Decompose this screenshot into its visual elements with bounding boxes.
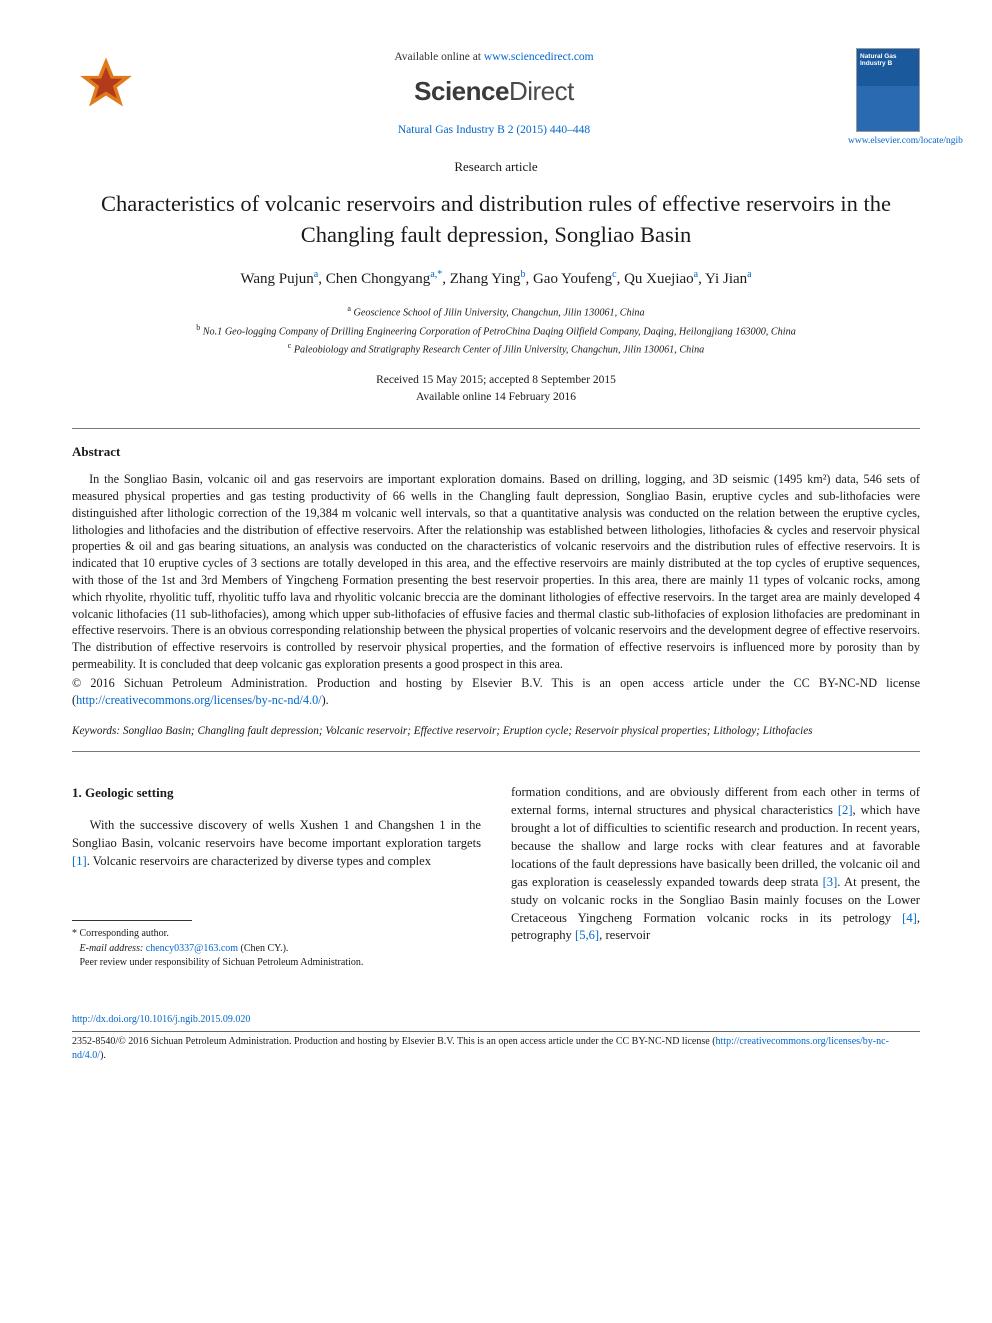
footnotes: * Corresponding author. E-mail address: … (72, 927, 452, 971)
article-dates: Received 15 May 2015; accepted 8 Septemb… (72, 372, 920, 407)
affiliation-c: c Paleobiology and Stratigraphy Research… (72, 340, 920, 358)
issn-license-line: 2352-8540/© 2016 Sichuan Petroleum Admin… (72, 1035, 920, 1063)
cover-title-text: Natural Gas Industry B (860, 53, 916, 67)
footer-rule (72, 1031, 920, 1032)
keywords-label: Keywords: (72, 725, 120, 737)
license-link[interactable]: http://creativecommons.org/licenses/by-n… (76, 693, 322, 707)
issn-prefix: 2352-8540/© 2016 Sichuan Petroleum Admin… (72, 1036, 716, 1047)
body-columns: 1. Geologic setting With the successive … (72, 784, 920, 971)
doi-link[interactable]: http://dx.doi.org/10.1016/j.ngib.2015.09… (72, 1014, 250, 1025)
page: Available online at www.sciencedirect.co… (0, 0, 992, 1091)
header-center: Available online at www.sciencedirect.co… (140, 48, 848, 138)
email-attribution: (Chen CY.). (241, 943, 289, 954)
footnote-rule (72, 920, 192, 921)
license-line: © 2016 Sichuan Petroleum Administration.… (72, 675, 920, 709)
available-online-line: Available online at www.sciencedirect.co… (140, 50, 848, 66)
footer-block: http://dx.doi.org/10.1016/j.ngib.2015.09… (72, 1013, 920, 1063)
available-prefix: Available online at (394, 51, 484, 63)
corresponding-author: * Corresponding author. (72, 927, 452, 942)
col2-para: formation conditions, and are obviously … (511, 784, 920, 945)
author-list: Wang Pujuna, Chen Chongyanga,*, Zhang Yi… (72, 268, 920, 289)
column-left: 1. Geologic setting With the successive … (72, 784, 481, 971)
header-bar: Available online at www.sciencedirect.co… (72, 48, 920, 148)
abstract-heading: Abstract (72, 443, 920, 461)
journal-reference[interactable]: Natural Gas Industry B 2 (2015) 440–448 (140, 123, 848, 139)
article-type: Research article (72, 158, 920, 176)
col1-para: With the successive discovery of wells X… (72, 817, 481, 871)
license-suffix: ). (322, 693, 329, 707)
sciencedirect-url-link[interactable]: www.sciencedirect.com (484, 51, 594, 63)
affiliations: a Geoscience School of Jilin University,… (72, 303, 920, 358)
received-accepted-line: Received 15 May 2015; accepted 8 Septemb… (72, 372, 920, 389)
publisher-logo (72, 48, 140, 116)
sciencedirect-logo: ScienceDirect (140, 74, 848, 109)
divider-bottom (72, 751, 920, 752)
section-number: 1. (72, 785, 82, 800)
abstract-text: In the Songliao Basin, volcanic oil and … (72, 471, 920, 673)
journal-homepage-link[interactable]: www.elsevier.com/locate/ngib (848, 135, 920, 148)
email-label: E-mail address: (80, 943, 144, 954)
affiliation-a: a Geoscience School of Jilin University,… (72, 303, 920, 321)
email-line: E-mail address: chency0337@163.com (Chen… (72, 942, 452, 957)
keywords-text: Songliao Basin; Changling fault depressi… (120, 725, 812, 737)
section-heading: 1. Geologic setting (72, 784, 481, 802)
section-title: Geologic setting (85, 785, 173, 800)
article-title: Characteristics of volcanic reservoirs a… (82, 189, 910, 250)
journal-cover-block: Natural Gas Industry B www.elsevier.com/… (848, 48, 920, 148)
available-online-date: Available online 14 February 2016 (72, 389, 920, 406)
abstract-body: In the Songliao Basin, volcanic oil and … (72, 471, 920, 673)
issn-suffix: ). (100, 1050, 106, 1061)
affiliation-b: b No.1 Geo-logging Company of Drilling E… (72, 322, 920, 340)
divider-top (72, 428, 920, 429)
sd-brand-light: Direct (509, 76, 574, 106)
column-right: formation conditions, and are obviously … (511, 784, 920, 971)
peer-review-line: Peer review under responsibility of Sich… (72, 956, 452, 971)
keywords-block: Keywords: Songliao Basin; Changling faul… (72, 723, 920, 740)
corresponding-email-link[interactable]: chency0337@163.com (146, 943, 238, 954)
journal-cover-thumbnail[interactable]: Natural Gas Industry B (856, 48, 920, 132)
sd-brand-bold: Science (414, 76, 509, 106)
